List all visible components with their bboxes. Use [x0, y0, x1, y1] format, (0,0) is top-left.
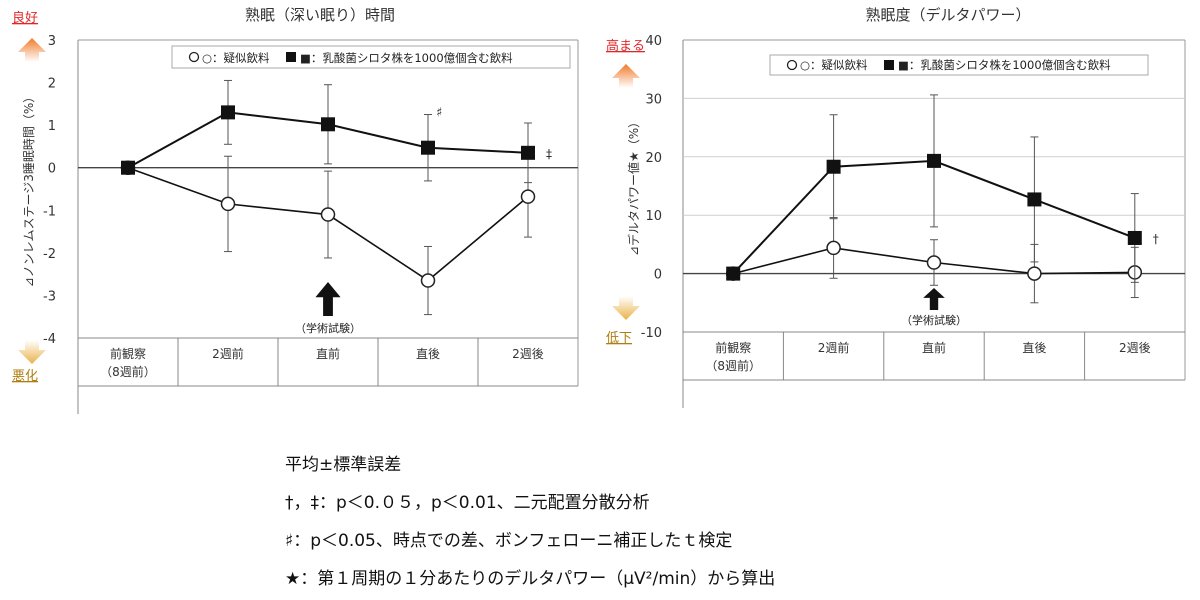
footnotes-panel: 平均±標準誤差 †，‡：p＜0.０５，p＜0.01、二元配置分散分析 ♯：p＜0… — [263, 432, 903, 600]
y-tick-label: -3 — [43, 289, 56, 304]
legend-entry-placebo: ○：疑似飲料 — [202, 51, 270, 65]
y-tick-label: 40 — [645, 34, 662, 49]
data-point-square — [121, 160, 135, 175]
good-direction-arrow-icon — [18, 38, 46, 62]
y-tick-label: -4 — [43, 332, 56, 347]
x-tick-label: 直後 — [416, 347, 440, 361]
exam-arrow-icon — [315, 282, 341, 316]
x-tick-label: 2週前 — [818, 340, 850, 355]
exam-arrow-icon — [923, 288, 945, 310]
series-shirota — [121, 79, 535, 184]
legend-marker-square — [884, 60, 894, 70]
chart-title: 熟眠（深い眠り）時間 — [245, 6, 395, 24]
footnote-mean: 平均±標準誤差 — [285, 455, 402, 475]
x-tick-label: 直前 — [316, 346, 340, 361]
data-point-square — [1127, 230, 1142, 245]
data-point-circle — [1027, 266, 1042, 281]
significance-dagger: ‡ — [546, 147, 552, 161]
footnote-ttest: ♯：p＜0.05、時点での差、ボンフェローニ補正したｔ検定 — [285, 531, 733, 551]
legend-marker-square — [286, 52, 296, 62]
data-point-circle — [926, 255, 942, 270]
bad-direction-label: 悪化 — [12, 369, 38, 384]
y-tick-label: 2 — [48, 77, 56, 92]
chart-2: 熟眠度（デルタパワー） 40 30 20 10 0 -10 ⊿デルタパワー値★（%） 前観察 （8… — [606, 6, 1186, 408]
y-tick-label: 0 — [654, 268, 662, 283]
y-axis-label: ⊿ノンレムステージ3睡眠時間（%） — [22, 91, 36, 288]
x-tick-label: 前観察 — [715, 340, 751, 355]
chart-1: 熟眠（深い眠り）時間 3 2 1 0 -1 -2 -3 -4 ⊿ノンレムステージ3睡眠時間（%） 前… — [12, 6, 579, 414]
data-point-square — [826, 159, 841, 174]
exam-arrow-label: （学術試験） — [295, 321, 361, 335]
x-tick-label: 2週前 — [212, 346, 244, 361]
footnote-anova: †，‡：p＜0.０５，p＜0.01、二元配置分散分析 — [285, 493, 650, 513]
x-tick-label: 直前 — [922, 340, 946, 355]
data-point-square — [1027, 192, 1042, 207]
y-tick-label: 10 — [645, 209, 662, 224]
data-point-square — [927, 153, 941, 168]
y-tick-label: 1 — [48, 119, 56, 134]
y-axis-label: ⊿デルタパワー値★（%） — [626, 116, 641, 256]
legend-box — [171, 45, 571, 69]
legend-box — [769, 54, 1149, 76]
data-point-circle — [220, 196, 236, 212]
data-point-circle — [320, 207, 336, 222]
legend-entry-shirota: ■：乳酸菌シロタ株を1000億個含む飲料 — [898, 58, 1111, 72]
y-tick-label: 3 — [48, 34, 56, 49]
legend-marker-circle — [786, 59, 798, 71]
y-tick-label: -2 — [43, 247, 56, 262]
legend-entry-shirota: ■：乳酸菌シロタ株を1000億個含む飲料 — [300, 51, 513, 65]
significance-sharp: ♯ — [436, 106, 442, 121]
y-tick-label: -1 — [43, 204, 56, 219]
x-tick-label: 2週後 — [1119, 341, 1151, 355]
data-point-square — [321, 117, 335, 132]
data-point-circle — [420, 273, 436, 288]
data-point-circle — [826, 240, 841, 256]
y-tick-label: 0 — [48, 162, 56, 177]
series-placebo — [120, 155, 536, 316]
y-tick-label: -10 — [641, 326, 662, 341]
series-shirota — [726, 94, 1142, 283]
x-tick-label: （8週前） — [705, 358, 761, 373]
legend-marker-circle — [188, 51, 200, 63]
significance-dagger: † — [1153, 232, 1159, 246]
bad-direction-arrow-icon — [18, 340, 46, 364]
good-direction-arrow-icon — [612, 64, 640, 88]
data-point-square — [521, 145, 535, 160]
exam-arrow-label: （学術試験） — [901, 313, 967, 327]
bad-direction-label: 低下 — [606, 331, 632, 346]
x-tick-label: 直後 — [1022, 341, 1046, 355]
data-point-square — [726, 266, 741, 281]
data-point-square — [421, 140, 435, 155]
data-point-square — [221, 105, 235, 120]
y-tick-label: 20 — [645, 151, 662, 166]
x-tick-label: 2週後 — [512, 347, 544, 361]
bad-direction-arrow-icon — [612, 296, 640, 320]
y-tick-label: 30 — [645, 92, 662, 107]
data-point-circle — [520, 189, 536, 204]
chart-title: 熟眠度（デルタパワー） — [865, 6, 1030, 24]
footnote-delta-power: ★：第１周期の１分あたりのデルタパワー（μV²/min）から算出 — [285, 569, 776, 589]
x-tick-label: （8週前） — [100, 364, 156, 379]
good-direction-label: 良好 — [12, 10, 38, 26]
x-tick-label: 前観察 — [110, 346, 146, 361]
legend-entry-placebo: ○：疑似飲料 — [800, 58, 868, 72]
good-direction-label: 高まる — [606, 38, 645, 54]
